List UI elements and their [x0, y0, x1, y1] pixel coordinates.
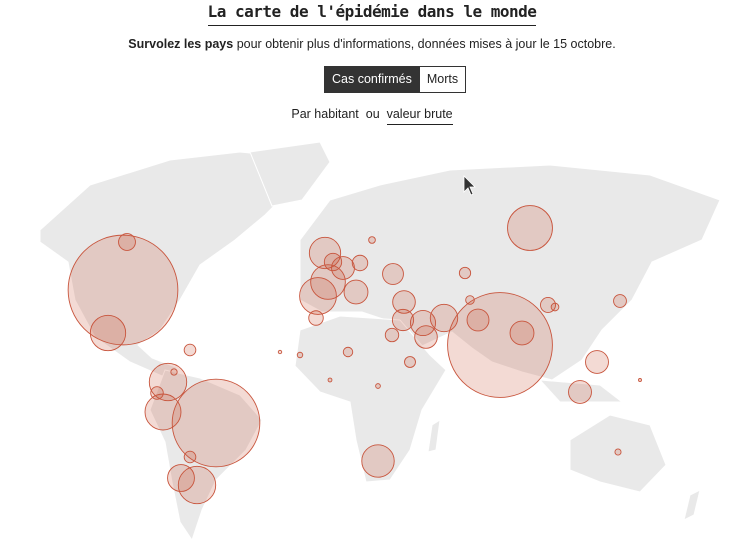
- bubble[interactable]: [568, 380, 592, 404]
- bubble[interactable]: [351, 254, 369, 272]
- bubble[interactable]: [409, 309, 437, 337]
- south-america: [149, 369, 263, 542]
- bubble[interactable]: [89, 314, 127, 352]
- bubble[interactable]: [465, 295, 475, 305]
- bubble[interactable]: [614, 448, 622, 456]
- deaths-button[interactable]: Morts: [419, 66, 467, 93]
- bubble[interactable]: [170, 368, 178, 376]
- bubble[interactable]: [404, 356, 416, 368]
- bubble[interactable]: [171, 378, 261, 468]
- bubble[interactable]: [550, 302, 560, 312]
- bubble[interactable]: [177, 465, 217, 505]
- bubble[interactable]: [507, 205, 553, 251]
- new-zealand: [683, 489, 701, 521]
- bubble[interactable]: [343, 279, 369, 305]
- bubble[interactable]: [447, 292, 553, 398]
- title-text: La carte de l'épidémie dans le monde: [207, 2, 537, 26]
- bubble[interactable]: [361, 444, 395, 478]
- bubble[interactable]: [414, 325, 438, 349]
- bubble[interactable]: [382, 263, 404, 285]
- bubble[interactable]: [342, 346, 354, 358]
- africa: [294, 315, 447, 483]
- subtitle-bold: Survolez les pays: [128, 37, 234, 51]
- bubble[interactable]: [183, 450, 197, 464]
- bubble[interactable]: [327, 377, 333, 383]
- bubble[interactable]: [509, 320, 535, 346]
- bubble[interactable]: [277, 349, 283, 355]
- bubble[interactable]: [391, 308, 415, 332]
- bubble[interactable]: [638, 378, 642, 382]
- per-capita[interactable]: Par habitant: [291, 107, 359, 121]
- scale-toggle: Par habitant ou valeur brute: [0, 107, 744, 125]
- bubbles: [67, 205, 642, 505]
- madagascar: [427, 419, 441, 453]
- bubble[interactable]: [613, 294, 627, 308]
- bubble[interactable]: [429, 303, 459, 333]
- subtitle-text: pour obtenir plus d'informations, donnée…: [236, 37, 616, 51]
- metric-toggle: Cas confirmés Morts: [324, 66, 467, 93]
- bubble[interactable]: [150, 386, 164, 400]
- separator: ou: [365, 107, 380, 121]
- bubble[interactable]: [183, 343, 197, 357]
- bubble[interactable]: [67, 234, 179, 346]
- bubble[interactable]: [323, 252, 343, 272]
- bubble[interactable]: [308, 236, 342, 270]
- bubble[interactable]: [458, 266, 472, 280]
- bubble[interactable]: [585, 350, 609, 374]
- bubble[interactable]: [308, 310, 324, 326]
- bubble[interactable]: [384, 327, 400, 343]
- bubble[interactable]: [299, 277, 337, 315]
- land: [39, 141, 721, 542]
- bubble[interactable]: [144, 393, 182, 431]
- greenland: [249, 141, 331, 207]
- bubble[interactable]: [310, 264, 346, 300]
- bubble[interactable]: [296, 351, 304, 359]
- bubble[interactable]: [368, 236, 376, 244]
- australia: [569, 414, 667, 493]
- bubble[interactable]: [167, 464, 195, 492]
- subtitle: Survolez les pays pour obtenir plus d'in…: [0, 37, 744, 51]
- raw-value[interactable]: valeur brute: [386, 107, 453, 125]
- title: La carte de l'épidémie dans le monde: [0, 2, 744, 26]
- bubble[interactable]: [118, 233, 136, 251]
- bubble[interactable]: [392, 290, 416, 314]
- cursor: [463, 175, 476, 196]
- bubble[interactable]: [375, 383, 381, 389]
- cases-button[interactable]: Cas confirmés: [324, 66, 420, 93]
- indonesia: [538, 379, 624, 403]
- bubble[interactable]: [466, 308, 490, 332]
